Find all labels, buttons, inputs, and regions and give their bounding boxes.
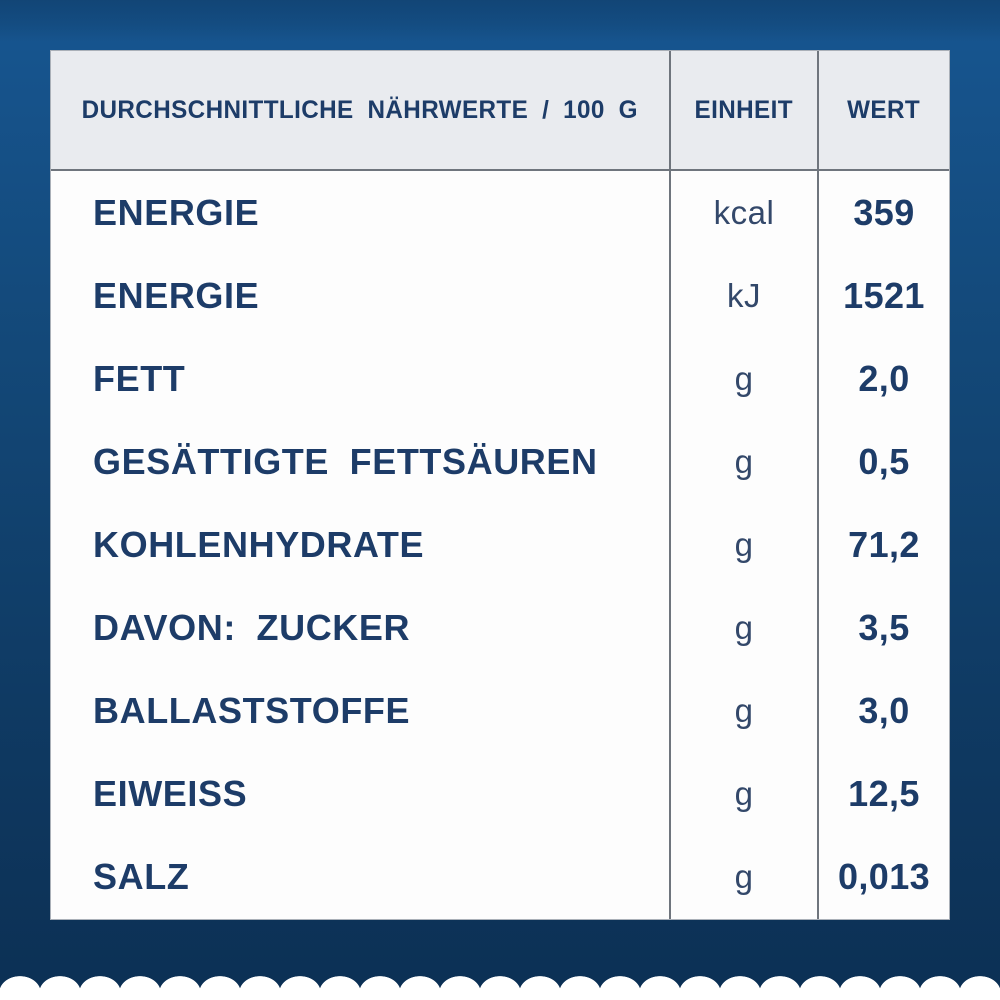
header-cell-unit: EINHEIT: [669, 51, 819, 169]
nutrient-unit: g: [734, 359, 754, 397]
nutrient-name: ENERGIE: [93, 274, 260, 316]
nutrient-unit: g: [734, 858, 754, 896]
nutrient-name: DAVON: ZUCKER: [93, 607, 411, 649]
table-row: GESÄTTIGTE FETTSÄUREN g 0,5: [51, 420, 949, 504]
nutrient-value: 3,0: [858, 690, 910, 732]
nutrient-value: 3,5: [858, 607, 910, 649]
header-cell-value: WERT: [819, 51, 949, 169]
nutrient-value: 12,5: [848, 773, 920, 815]
table-row: KOHLENHYDRATE g 71,2: [51, 503, 949, 587]
background-top-shade: [0, 0, 1000, 42]
nutrient-unit: g: [734, 442, 754, 480]
nutrient-unit: g: [734, 525, 754, 563]
table-body: ENERGIE kcal 359 ENERGIE kJ 1521 FETT g …: [51, 171, 949, 919]
nutrient-name: KOHLENHYDRATE: [93, 523, 425, 565]
table-row: ENERGIE kJ 1521: [51, 254, 949, 338]
nutrition-facts-table: DURCHSCHNITTLICHE NÄHRWERTE / 100 G EINH…: [50, 50, 950, 920]
table-row: DAVON: ZUCKER g 3,5: [51, 586, 949, 670]
table-row: ENERGIE kcal 359: [51, 171, 949, 255]
nutrient-value: 2,0: [858, 357, 910, 399]
nutrient-name: GESÄTTIGTE FETTSÄUREN: [93, 440, 598, 482]
header-unit-label: EINHEIT: [694, 95, 794, 124]
nutrient-name: EIWEISS: [93, 773, 248, 815]
nutrient-unit: kcal: [713, 193, 775, 231]
bottom-white-strip: [0, 993, 1000, 1000]
table-row: FETT g 2,0: [51, 337, 949, 421]
nutrient-name: FETT: [93, 357, 186, 399]
nutrient-value: 0,5: [858, 440, 910, 482]
table-row: BALLASTSTOFFE g 3,0: [51, 669, 949, 753]
nutrient-value: 359: [853, 191, 915, 233]
nutrient-unit: kJ: [727, 276, 761, 314]
header-cell-nutrients: DURCHSCHNITTLICHE NÄHRWERTE / 100 G: [51, 51, 669, 169]
header-value-label: WERT: [847, 95, 921, 124]
scalloped-edge-decoration: [0, 975, 1000, 993]
header-nutrients-label: DURCHSCHNITTLICHE NÄHRWERTE / 100 G: [81, 95, 639, 124]
table-row: EIWEISS g 12,5: [51, 752, 949, 836]
nutrient-value: 1521: [843, 274, 925, 316]
table-header-row: DURCHSCHNITTLICHE NÄHRWERTE / 100 G EINH…: [51, 51, 949, 171]
nutrient-value: 71,2: [848, 523, 920, 565]
nutrient-name: SALZ: [93, 856, 190, 898]
nutrient-name: ENERGIE: [93, 191, 260, 233]
nutrient-value: 0,013: [837, 856, 931, 898]
table-row: SALZ g 0,013: [51, 835, 949, 919]
nutrient-unit: g: [734, 609, 754, 647]
nutrient-unit: g: [734, 692, 754, 730]
nutrient-unit: g: [734, 775, 754, 813]
nutrient-name: BALLASTSTOFFE: [93, 690, 411, 732]
